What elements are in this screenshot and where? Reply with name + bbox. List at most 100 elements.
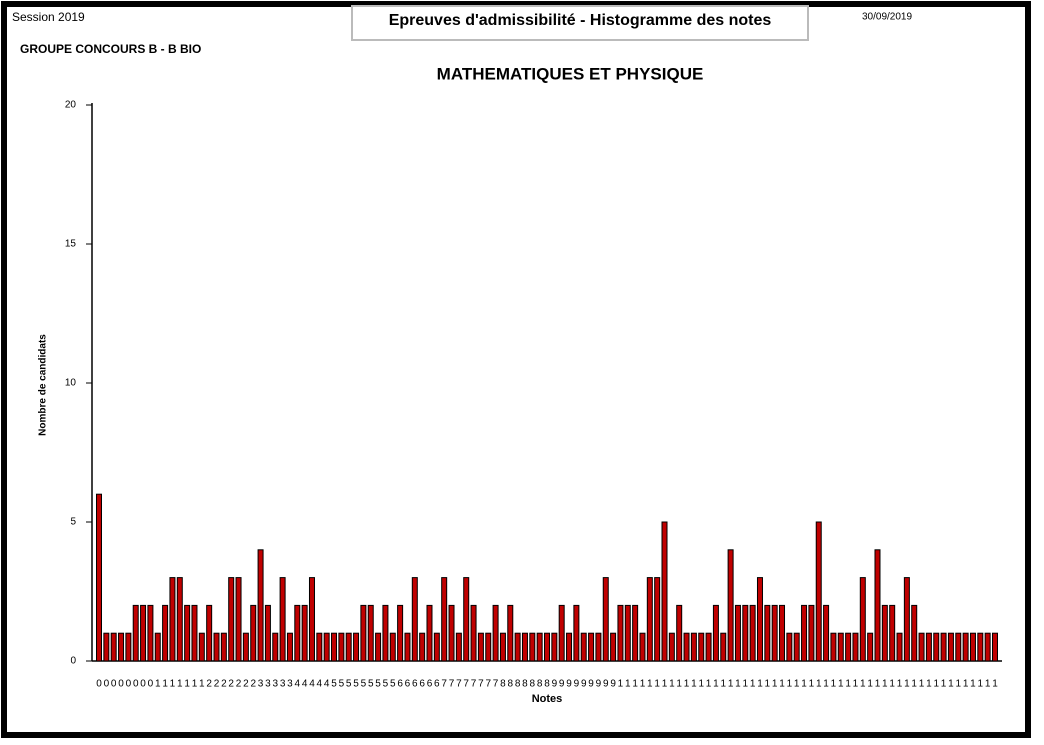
x-tick-label: 1	[867, 679, 873, 690]
x-tick-label: 1	[919, 679, 925, 690]
x-tick-label: 1	[860, 679, 866, 690]
bar	[441, 577, 448, 662]
bar	[463, 577, 470, 662]
x-tick-label: 1	[816, 679, 822, 690]
bar	[477, 632, 484, 662]
x-tick-label: 1	[713, 679, 719, 690]
bar	[771, 604, 778, 662]
x-tick-label: 1	[970, 679, 976, 690]
bar	[801, 604, 808, 662]
x-tick-label: 1	[618, 679, 624, 690]
bar	[294, 604, 301, 662]
date: 30/09/2019	[862, 12, 912, 23]
x-tick-label: 9	[610, 679, 616, 690]
bar	[551, 632, 558, 662]
x-tick-label: 1	[978, 679, 984, 690]
x-tick-label: 1	[845, 679, 851, 690]
x-tick-label: 0	[126, 679, 132, 690]
x-tick-label: 4	[295, 679, 301, 690]
bar	[756, 577, 763, 662]
bar	[375, 632, 382, 662]
bar	[668, 632, 675, 662]
bar	[118, 632, 125, 662]
bar	[830, 632, 837, 662]
bar	[786, 632, 793, 662]
x-tick-label: 1	[728, 679, 734, 690]
x-tick-label: 6	[405, 679, 411, 690]
x-tick-label: 1	[948, 679, 954, 690]
frame	[1, 1, 1031, 738]
header: Epreuves d'admissibilité - Histogramme d…	[389, 12, 772, 29]
x-tick-label: 5	[339, 679, 345, 690]
bar	[257, 549, 264, 662]
bar	[308, 577, 315, 662]
x-tick-label: 1	[162, 679, 168, 690]
bar	[566, 632, 573, 662]
bar	[323, 632, 330, 662]
bar	[242, 632, 249, 662]
x-tick-label: 1	[199, 679, 205, 690]
bar	[345, 632, 352, 662]
x-tick-label: 1	[155, 679, 161, 690]
x-tick-label: 1	[691, 679, 697, 690]
x-tick-label: 3	[287, 679, 293, 690]
x-tick-label: 1	[941, 679, 947, 690]
x-tick-label: 0	[118, 679, 124, 690]
x-tick-label: 8	[500, 679, 506, 690]
bar	[903, 577, 910, 662]
bar	[749, 604, 756, 662]
x-tick-label: 3	[258, 679, 264, 690]
bar	[397, 604, 404, 662]
x-tick-label: 1	[684, 679, 690, 690]
bar	[235, 577, 242, 662]
bar	[624, 604, 631, 662]
bar	[947, 632, 954, 662]
x-tick-label: 1	[794, 679, 800, 690]
y-tick-label: 20	[65, 100, 77, 111]
x-tick-label: 4	[324, 679, 330, 690]
bar	[529, 632, 536, 662]
bar	[301, 604, 308, 662]
bar	[779, 604, 786, 662]
bar	[602, 577, 609, 662]
x-tick-label: 1	[963, 679, 969, 690]
bar	[455, 632, 462, 662]
x-tick-label: 1	[823, 679, 829, 690]
x-tick-label: 1	[720, 679, 726, 690]
bar	[316, 632, 323, 662]
x-tick-label: 5	[353, 679, 359, 690]
y-tick-label: 10	[65, 378, 77, 389]
x-tick-label: 1	[632, 679, 638, 690]
bar	[573, 604, 580, 662]
x-tick-label: 9	[559, 679, 565, 690]
bar	[992, 632, 998, 662]
bar	[918, 632, 925, 662]
bar	[632, 604, 639, 662]
x-tick-label: 1	[647, 679, 653, 690]
x-tick-label: 6	[419, 679, 425, 690]
x-tick-label: 1	[933, 679, 939, 690]
x-tick-label: 5	[390, 679, 396, 690]
bar	[889, 604, 896, 662]
bar	[448, 604, 455, 662]
x-tick-label: 1	[698, 679, 704, 690]
bar	[154, 632, 161, 662]
x-tick-label: 1	[669, 679, 675, 690]
x-tick-label: 3	[280, 679, 286, 690]
x-tick-label: 1	[897, 679, 903, 690]
bar	[220, 632, 227, 662]
bar	[610, 632, 617, 662]
group: GROUPE CONCOURS B - B BIO	[20, 42, 201, 56]
x-tick-label: 5	[331, 679, 337, 690]
bar	[536, 632, 543, 662]
x-tick-label: 5	[361, 679, 367, 690]
x-tick-label: 1	[853, 679, 859, 690]
bar	[793, 632, 800, 662]
bar	[639, 632, 646, 662]
bar	[514, 632, 521, 662]
bar	[940, 632, 947, 662]
bar	[764, 604, 771, 662]
x-tick-label: 1	[801, 679, 807, 690]
